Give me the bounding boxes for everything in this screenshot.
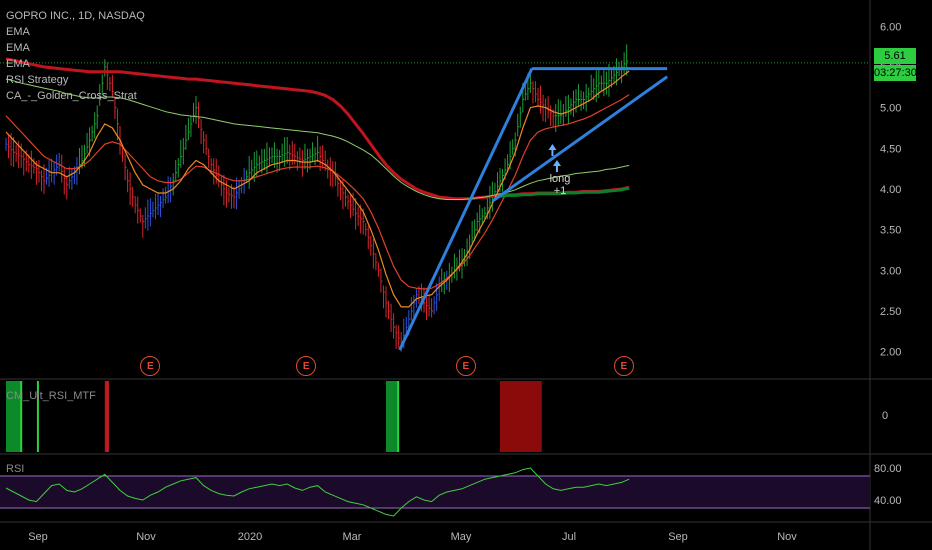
legend-title: GOPRO INC., 1D, NASDAQ: [6, 10, 145, 22]
long-signal-arrow: [548, 144, 557, 156]
legend-study-ema-3[interactable]: EMA: [6, 58, 30, 70]
time-tick-label: May: [451, 531, 472, 543]
ema-slow-line: [5, 78, 630, 200]
ema-mid-line: [5, 94, 630, 290]
signal-label: long: [549, 173, 571, 185]
price-tick-label: 6.00: [880, 21, 901, 33]
price-tick-label: 4.00: [880, 184, 901, 196]
chart-legend: GOPRO INC., 1D, NASDAQ EMA EMA EMA RSI S…: [6, 8, 145, 104]
legend-study-ema-1[interactable]: EMA: [6, 26, 30, 38]
cm-tick-label: 0: [882, 410, 888, 422]
time-tick-label: Nov: [777, 531, 797, 543]
price-tick-label: 2.50: [880, 306, 901, 318]
trendline: [491, 75, 669, 203]
cm-signal-bar: [104, 381, 109, 452]
rsi-tick-label: 40.00: [874, 495, 902, 507]
time-tick-label: Nov: [136, 531, 156, 543]
long-signal-arrow: [553, 160, 561, 172]
countdown-tag: 03:27:30: [874, 65, 917, 81]
rsi-band: [0, 476, 870, 508]
cm-signal-bar: [386, 381, 399, 452]
ema-fast-line: [5, 70, 630, 308]
earnings-marker[interactable]: E: [613, 356, 634, 376]
last-price-tag: 5.61: [874, 48, 916, 64]
time-tick-label: Sep: [668, 531, 688, 543]
golden-cross-line: [499, 186, 630, 198]
time-tick-label: Sep: [28, 531, 48, 543]
price-tick-label: 4.50: [880, 143, 901, 155]
rsi-panel-label: RSI: [6, 463, 25, 475]
time-tick-label: Jul: [562, 531, 576, 543]
legend-study-ema-2[interactable]: EMA: [6, 42, 30, 54]
cm-signal-bar: [6, 381, 22, 452]
rsi-tick-label: 80.00: [874, 463, 902, 475]
cm-panel-label: CM_Ult_RSI_MTF: [6, 390, 96, 402]
earnings-marker[interactable]: E: [140, 356, 161, 376]
legend-study-golden-cross[interactable]: CA_-_Golden_Cross_Strat: [6, 90, 137, 102]
price-tick-label: 3.50: [880, 225, 901, 237]
cm-signal-bar: [500, 381, 542, 452]
time-tick-label: Mar: [343, 531, 362, 543]
legend-study-rsi-strategy[interactable]: RSI Strategy: [6, 74, 69, 86]
earnings-marker[interactable]: E: [296, 356, 317, 376]
rsi-line: [5, 467, 630, 517]
price-tick-label: 5.00: [880, 103, 901, 115]
trendline: [398, 67, 534, 351]
signal-annotation: long +1: [543, 173, 577, 197]
earnings-marker[interactable]: E: [455, 356, 476, 376]
signal-value: +1: [553, 185, 567, 197]
time-tick-label: 2020: [238, 531, 262, 543]
price-tick-label: 3.00: [880, 265, 901, 277]
price-tick-label: 2.00: [880, 347, 901, 359]
